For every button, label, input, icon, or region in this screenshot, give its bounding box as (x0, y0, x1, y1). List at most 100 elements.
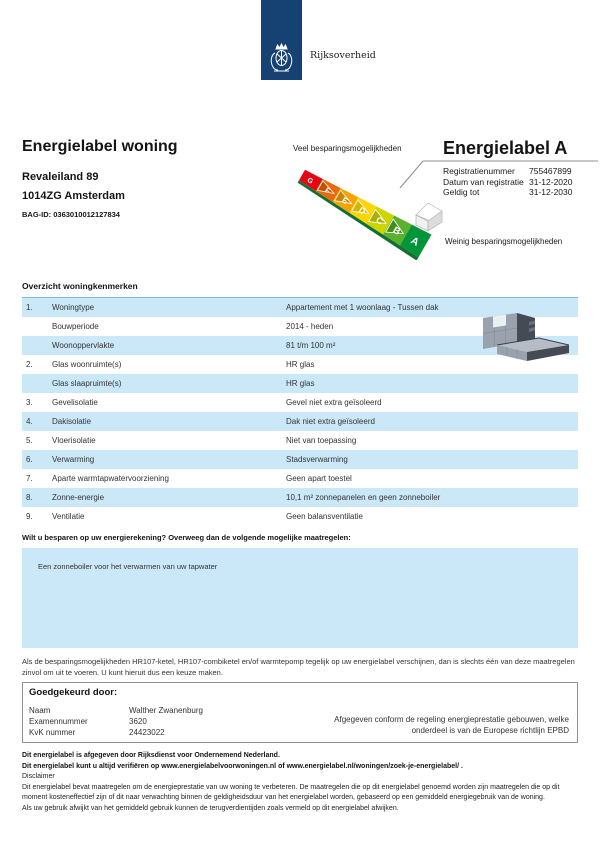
scale-letter-f: F (323, 186, 332, 196)
row-label: Zonne-energie (52, 493, 105, 502)
row-number: 4. (26, 417, 33, 426)
row-number: 2. (26, 360, 33, 369)
scale-segment-g (299, 169, 323, 192)
characteristic-row: 6. Verwarming Stadsverwarming (22, 450, 578, 469)
scale-arrow-icon (350, 199, 370, 215)
row-number: 6. (26, 455, 33, 464)
approval-fields: Naam Walther Zwanenburg Examennummer 362… (29, 705, 203, 738)
characteristic-row: 1. Woningtype Appartement met 1 woonlaag -… (22, 298, 578, 317)
exam-number-row: Examennummer 3620 (29, 716, 203, 727)
row-number: 7. (26, 474, 33, 483)
row-value: 81 t/m 100 m² (286, 341, 336, 350)
scale-letter-b: B (391, 225, 403, 238)
disclaimer-paragraph-1: Dit energielabel bevat maatregelen om de… (22, 783, 560, 802)
characteristic-row: 5. Vloerisolatie Niet van toepassing (22, 431, 578, 450)
row-label: Vloerisolatie (52, 436, 96, 445)
row-value: Dak niet extra geïsoleerd (286, 417, 375, 426)
field-label: Datum van registratie (443, 176, 524, 187)
field-label: Naam (29, 706, 51, 715)
row-value: Appartement met 1 woonlaag - Tussen dak (286, 303, 439, 312)
characteristic-row: 8. Zonne-energie 10,1 m² zonnepanelen en g… (22, 488, 578, 507)
less-savings-label: Weinig besparingsmogelijkheden (445, 237, 563, 246)
row-label: Verwarming (52, 455, 95, 464)
registration-date-row: Datum van registratie 31-12-2020 (443, 177, 572, 188)
measure-item: Een zonneboiler voor het verwarmen van u… (38, 562, 218, 571)
energy-scale-graphic: G F E D C B A (297, 160, 598, 260)
row-number: 1. (26, 303, 33, 312)
field-value: 24423022 (129, 728, 165, 737)
page-title: Energielabel woning (22, 138, 178, 155)
row-number: 8. (26, 493, 33, 502)
characteristics-title: Overzicht woningkenmerken (22, 281, 138, 291)
row-value: Geen balansventilatie (286, 512, 363, 521)
row-label: Bouwperiode (52, 322, 99, 331)
disclaimer-paragraph-2: Als uw gebruik afwijkt van het gemiddeld… (22, 804, 399, 812)
scale-letter-c: C (374, 215, 385, 227)
scale-letter-g: G (306, 177, 315, 186)
field-label: Geldig tot (443, 187, 480, 197)
scale-arrow-icon (316, 180, 336, 195)
approval-title: Goedgekeurd door: (29, 687, 118, 698)
characteristic-row: Bouwperiode 2014 - heden (22, 317, 578, 336)
scale-arrow-icon (367, 208, 387, 224)
row-label: Gevelisolatie (52, 398, 98, 407)
verify-line: Dit energielabel kunt u altijd verifiëre… (22, 762, 463, 770)
valid-until-row: Geldig tot 31-12-2030 (443, 187, 572, 198)
row-number: 9. (26, 512, 33, 521)
characteristic-row: Woonoppervlakte 81 t/m 100 m² (22, 336, 578, 355)
building-illustration (482, 313, 570, 361)
measures-box: Een zonneboiler voor het verwarmen van u… (22, 548, 578, 648)
energy-label-rating-title: Energielabel A (443, 138, 568, 158)
scale-letter-e: E (340, 196, 350, 207)
scale-segment-a (399, 224, 432, 258)
field-value: 755467899 (529, 166, 572, 176)
row-label: Glas woonruimte(s) (52, 360, 122, 369)
row-value: Geen apart toestel (286, 474, 352, 483)
building-window (493, 314, 506, 328)
more-savings-label: Veel besparingsmogelijkheden (293, 144, 402, 153)
characteristic-row: Glas slaapruimte(s) HR glas (22, 374, 578, 393)
approver-name-row: Naam Walther Zwanenburg (29, 705, 203, 716)
row-label: Dakisolatie (52, 417, 92, 426)
measures-title: Wilt u besparen op uw energierekening? O… (22, 533, 351, 542)
row-label: Aparte warmtapwatervoorziening (52, 474, 169, 483)
address-line-1: Revaleiland 89 (22, 171, 99, 183)
rijksoverheid-logo-text: Rijksoverheid (310, 50, 376, 61)
characteristic-row: 2. Glas woonruimte(s) HR glas (22, 355, 578, 374)
measures-note: Als de besparingsmogelijkheden HR107-ket… (22, 657, 575, 677)
row-label: Ventilatie (52, 512, 85, 521)
field-label: Examennummer (29, 717, 88, 726)
kvk-number-row: KvK nummer 24423022 (29, 727, 203, 738)
connector-line (399, 160, 424, 189)
issued-by-line: Dit energielabel is afgegeven door Rijks… (22, 752, 280, 759)
row-value: HR glas (286, 360, 315, 369)
row-value: 2014 - heden (286, 322, 334, 331)
row-label: Woningtype (52, 303, 95, 312)
scale-arrow-icon (385, 218, 405, 234)
approval-box: Goedgekeurd door: Naam Walther Zwanenbur… (22, 682, 578, 743)
field-value: 31-12-2020 (529, 176, 573, 187)
scale-letter-d: D (357, 205, 367, 217)
field-value: 31-12-2030 (529, 187, 573, 197)
row-label: Glas slaapruimte(s) (52, 379, 122, 388)
scale-arrow-icon (333, 189, 353, 205)
rijksoverheid-banner (261, 0, 302, 80)
bag-id: BAG-ID: 0363010012127834 (22, 210, 120, 219)
field-value: 3620 (129, 717, 147, 726)
field-label: Registratienummer (443, 166, 515, 176)
row-number: 5. (26, 436, 33, 445)
field-value: Walther Zwanenburg (129, 706, 203, 715)
characteristic-row: 4. Dakisolatie Dak niet extra geïsoleerd (22, 412, 578, 431)
row-number: 3. (26, 398, 33, 407)
row-label: Woonoppervlakte (52, 341, 115, 350)
address-line-2: 1014ZG Amsterdam (22, 190, 125, 202)
row-value: Stadsverwarming (286, 455, 348, 464)
field-label: KvK nummer (29, 728, 76, 737)
characteristics-rows: 1. Woningtype Appartement met 1 woonlaag -… (22, 297, 578, 526)
row-value: Niet van toepassing (286, 436, 357, 445)
row-value: Gevel niet extra geïsoleerd (286, 398, 382, 407)
characteristic-row: 9. Ventilatie Geen balansventilatie (22, 507, 578, 526)
characteristic-row: 3. Gevelisolatie Gevel niet extra geïsolee… (22, 393, 578, 412)
footer: Dit energielabel is afgegeven door Rijks… (22, 751, 578, 814)
